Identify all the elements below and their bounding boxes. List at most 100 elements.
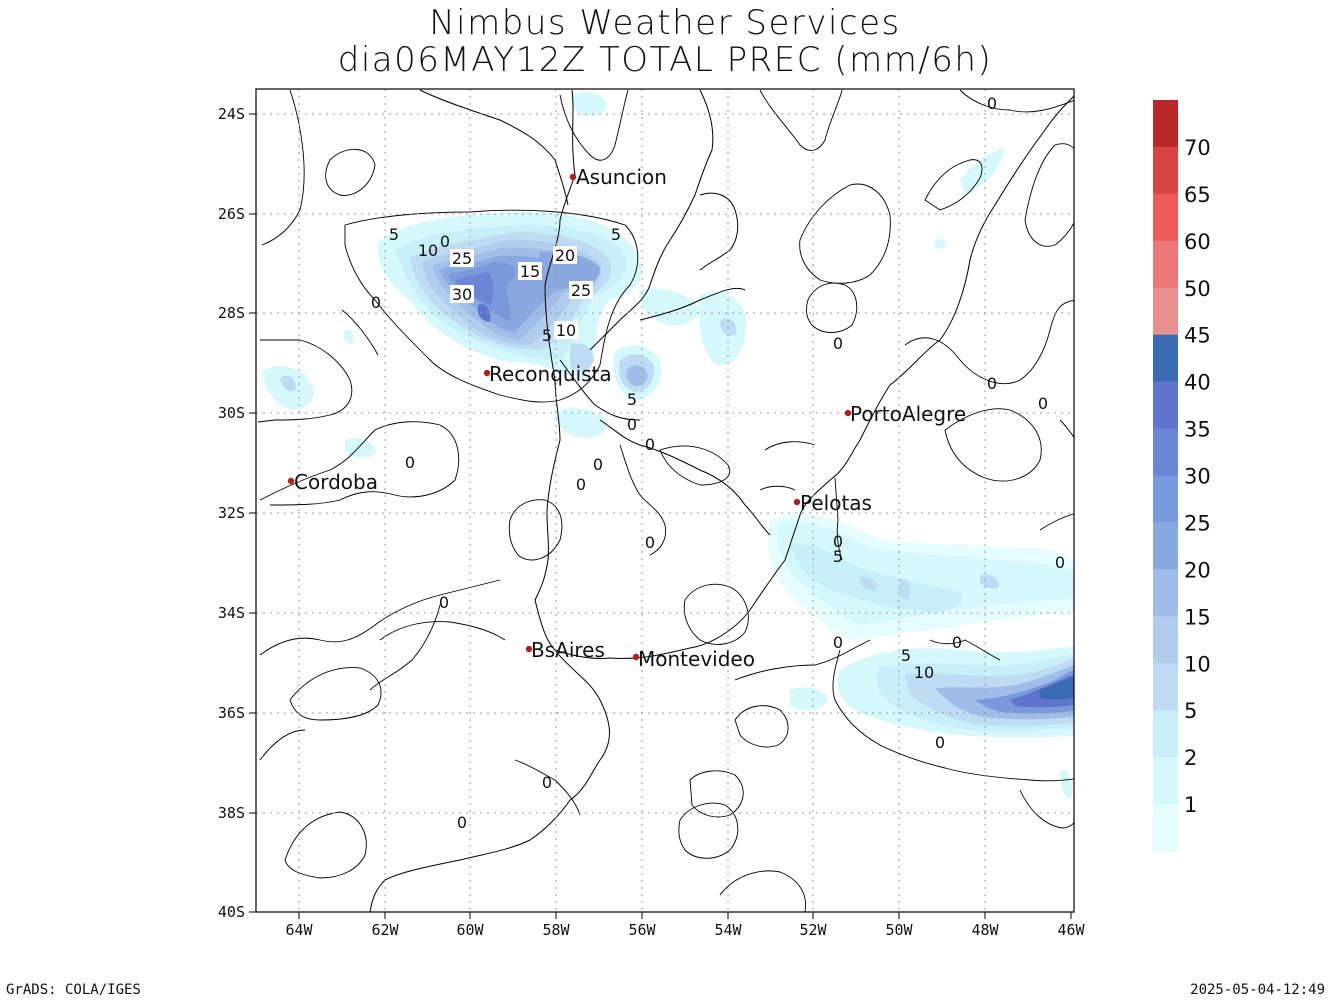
contour-label: 0 [952, 633, 962, 652]
colorbar-swatch [1153, 710, 1178, 758]
lon-tick-label: 64W [285, 921, 313, 939]
colorbar-level-label: 30 [1184, 465, 1211, 489]
colorbar-swatch [1153, 569, 1178, 617]
colorbar-swatch [1153, 616, 1178, 664]
colorbar-swatch [1153, 757, 1178, 805]
lat-tick-label: 26S [218, 205, 245, 223]
contour-label: 0 [833, 334, 843, 353]
colorbar-level-label: 45 [1184, 324, 1211, 348]
lat-tick-label: 38S [218, 804, 245, 822]
colorbar-legend: 70 65 60 50 45 40 35 30 25 20 15 10 5 2 1 [1153, 100, 1211, 852]
city-dot-reconquista [483, 369, 491, 377]
lon-tick-label: 48W [971, 921, 999, 939]
colorbar-swatch [1153, 240, 1178, 289]
latitude-axis: 24S 26S 28S 30S 32S 34S 36S 38S 40S [218, 105, 256, 921]
map-frame [255, 88, 1075, 913]
contour-label: 5 [627, 390, 637, 409]
lat-tick-label: 34S [218, 604, 245, 622]
contour-label: 0 [371, 293, 381, 312]
contour-lines [257, 89, 1074, 912]
lat-lon-grid [256, 89, 1074, 912]
contour-value-labels: 5 10 0 25 30 15 20 25 5 10 5 0 5 0 [371, 94, 1065, 832]
colorbar-level-label: 10 [1184, 652, 1211, 676]
contour-label: 10 [556, 321, 576, 340]
city-label-montevideo: Montevideo [638, 647, 755, 671]
footer-software-credit: GrADS: COLA/IGES [6, 982, 141, 998]
colorbar-level-label: 50 [1184, 277, 1211, 301]
colorbar-level-label: 70 [1184, 136, 1211, 160]
city-label-asuncion: Asuncion [576, 165, 667, 189]
contour-label: 5 [389, 225, 399, 244]
contour-label: 0 [645, 435, 655, 454]
city-label-cordoba: Cordoba [294, 470, 378, 494]
city-label-pelotas: Pelotas [800, 491, 872, 515]
colorbar-level-label: 5 [1184, 699, 1197, 723]
lon-tick-label: 46W [1057, 921, 1085, 939]
colorbar-swatch [1153, 428, 1178, 476]
lon-tick-label: 52W [799, 921, 827, 939]
lon-tick-label: 60W [456, 921, 484, 939]
colorbar-level-label: 65 [1184, 183, 1211, 207]
contour-label: 0 [457, 813, 467, 832]
contour-label: 0 [935, 733, 945, 752]
city-label-reconquista: Reconquista [489, 362, 612, 386]
contour-label: 0 [1038, 394, 1048, 413]
colorbar-level-label: 2 [1184, 746, 1197, 770]
contour-label: 25 [452, 249, 472, 268]
colorbar-swatch [1153, 381, 1178, 430]
contour-label: 15 [520, 262, 540, 281]
title-line-1: Nimbus Weather Services [429, 3, 901, 43]
contour-label: 0 [987, 94, 997, 113]
contour-label: 0 [593, 455, 603, 474]
lon-tick-label: 54W [714, 921, 742, 939]
contour-label: 20 [555, 246, 575, 265]
lat-tick-label: 24S [218, 105, 245, 123]
city-dot-cordoba [287, 477, 295, 485]
colorbar-swatch [1153, 334, 1178, 383]
lat-tick-label: 40S [218, 903, 245, 921]
footer-timestamp: 2025-05-04-12:49 [1190, 982, 1325, 998]
colorbar-swatch [1153, 804, 1178, 852]
colorbar-swatch [1153, 146, 1178, 195]
contour-label: 0 [627, 415, 637, 434]
colorbar-swatch [1153, 663, 1178, 711]
contour-label: 0 [542, 773, 552, 792]
colorbar-level-label: 35 [1184, 418, 1211, 442]
colorbar-level-label: 15 [1184, 605, 1211, 629]
city-dot-asuncion [569, 173, 577, 181]
city-dot-pelotas [793, 498, 801, 506]
contour-label: 30 [452, 285, 472, 304]
contour-label: 5 [611, 225, 621, 244]
lon-tick-label: 62W [371, 921, 399, 939]
map-boundaries [369, 89, 1074, 912]
contour-label: 25 [571, 281, 591, 300]
colorbar-level-label: 20 [1184, 558, 1211, 582]
lon-tick-label: 56W [628, 921, 656, 939]
contour-label: 0 [645, 533, 655, 552]
contour-label: 5 [833, 547, 843, 566]
city-label-portoalegre: PortoAlegre [850, 402, 966, 426]
city-markers: Asuncion Reconquista Cordoba PortoAlegre… [287, 165, 966, 671]
colorbar-level-label: 40 [1184, 371, 1211, 395]
contour-label: 0 [987, 374, 997, 393]
lon-tick-label: 50W [885, 921, 913, 939]
colorbar-level-label: 1 [1184, 793, 1197, 817]
contour-label: 0 [440, 232, 450, 251]
lat-tick-label: 28S [218, 304, 245, 322]
map-panel: 5 10 0 25 30 15 20 25 5 10 5 0 5 0 [255, 88, 1075, 913]
colorbar-swatch [1153, 287, 1178, 336]
lat-tick-label: 36S [218, 704, 245, 722]
contour-label: 5 [901, 646, 911, 665]
longitude-axis: 64W 62W 60W 58W 56W 54W 52W 50W 48W 46W [285, 912, 1086, 939]
contour-label: 0 [833, 633, 843, 652]
city-dot-montevideo [632, 653, 640, 661]
city-dot-portoalegre [844, 409, 852, 417]
contour-label: 10 [914, 663, 934, 682]
colorbar-swatch [1153, 100, 1178, 148]
title-line-2: dia06MAY12Z TOTAL PREC (mm/6h) [338, 40, 992, 80]
colorbar-swatch [1153, 475, 1178, 523]
contour-label: 0 [1055, 553, 1065, 572]
colorbar-level-label: 25 [1184, 511, 1211, 535]
contour-label: 0 [405, 453, 415, 472]
lat-tick-label: 30S [218, 404, 245, 422]
